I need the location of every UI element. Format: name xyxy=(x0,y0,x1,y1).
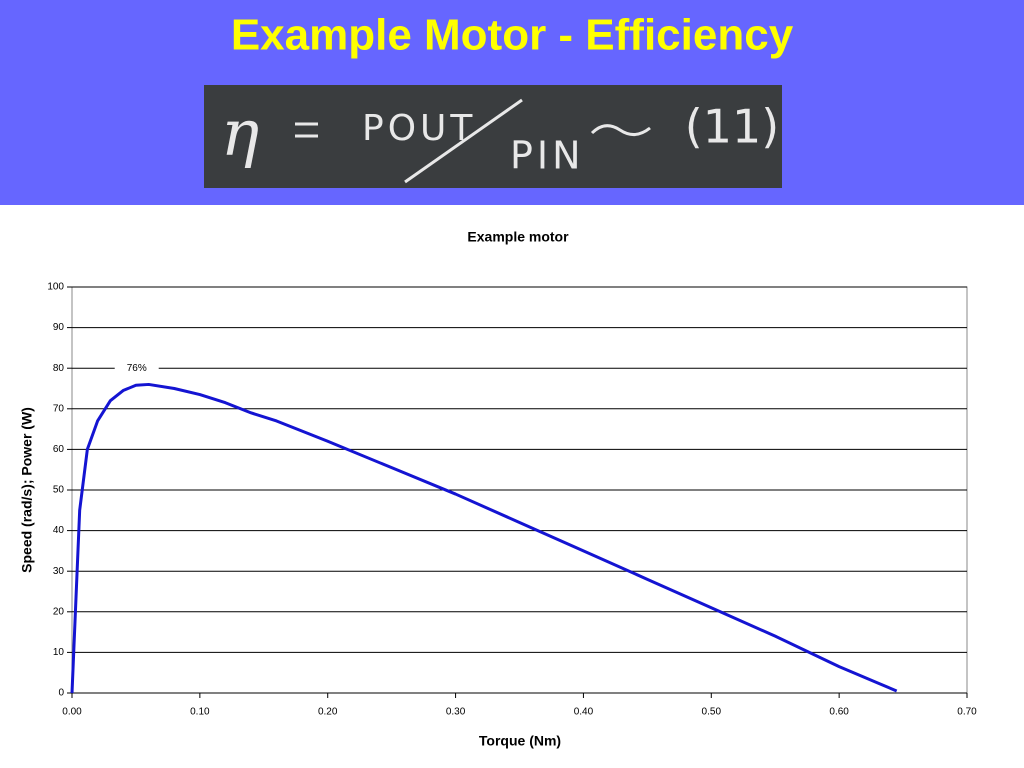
y-tick-label: 50 xyxy=(53,485,65,496)
x-tick-label: 0.20 xyxy=(318,707,338,718)
x-tick-label: 0.40 xyxy=(574,707,594,718)
x-tick-label: 0.70 xyxy=(957,707,977,718)
formula-lhs: η xyxy=(221,97,259,171)
x-tick-label: 0.10 xyxy=(190,707,210,718)
blackboard: η POUT PIN (11) xyxy=(204,85,782,188)
y-tick-label: 60 xyxy=(53,444,65,455)
chart-area xyxy=(0,205,1024,768)
slide-title: Example Motor - Efficiency xyxy=(231,11,794,60)
annotation-bg xyxy=(114,361,159,376)
formula-note: (11) xyxy=(685,100,779,154)
chart-title: Example motor xyxy=(467,229,569,245)
data-line xyxy=(70,382,898,694)
x-tick-label: 0.00 xyxy=(62,707,82,718)
x-tick-label: 0.30 xyxy=(446,707,466,718)
formula-denominator: PIN xyxy=(510,134,585,178)
y-tick-label: 70 xyxy=(53,403,65,414)
y-tick-label: 0 xyxy=(58,688,64,699)
y-tick-label: 90 xyxy=(53,322,65,333)
y-tick-label: 10 xyxy=(53,647,65,658)
y-tick-label: 40 xyxy=(53,525,65,536)
tilde xyxy=(590,124,651,136)
y-tick-label: 30 xyxy=(53,566,65,577)
y-tick-label: 80 xyxy=(53,363,65,374)
fraction-slash xyxy=(404,98,523,184)
y-tick-label: 100 xyxy=(47,282,64,293)
plot: 0 10 20 30 40 50 60 70 80 90 100 0.00 0.10 0.20 0.30 0.… xyxy=(47,282,977,718)
y-tick-label: 20 xyxy=(53,606,65,617)
y-axis-label: Speed (rad/s); Power (W) xyxy=(19,407,35,573)
x-tick-label: 0.60 xyxy=(829,707,849,718)
formula-numerator: POUT xyxy=(362,108,476,149)
x-tick-label: 0.50 xyxy=(702,707,722,718)
annotation: 76% xyxy=(127,363,147,374)
equals-sign xyxy=(295,122,318,138)
x-axis-label: Torque (Nm) xyxy=(479,733,561,749)
